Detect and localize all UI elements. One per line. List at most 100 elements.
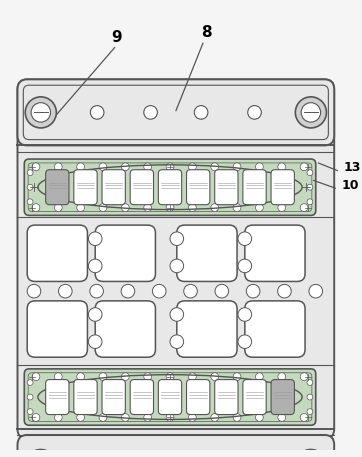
Circle shape	[170, 259, 184, 273]
Circle shape	[152, 284, 166, 298]
Circle shape	[256, 414, 263, 421]
FancyBboxPatch shape	[102, 170, 125, 205]
Circle shape	[90, 284, 104, 298]
Circle shape	[99, 414, 107, 421]
Circle shape	[211, 163, 219, 171]
Circle shape	[27, 380, 33, 385]
Circle shape	[300, 163, 308, 171]
Circle shape	[238, 308, 252, 321]
Text: 9: 9	[111, 30, 122, 45]
Circle shape	[170, 232, 184, 245]
Circle shape	[256, 373, 263, 381]
Circle shape	[99, 204, 107, 212]
Circle shape	[215, 284, 229, 298]
FancyBboxPatch shape	[17, 80, 334, 145]
FancyBboxPatch shape	[102, 380, 125, 414]
FancyBboxPatch shape	[46, 380, 69, 414]
Circle shape	[295, 450, 327, 457]
Circle shape	[88, 232, 102, 245]
Circle shape	[211, 414, 219, 421]
Circle shape	[170, 335, 184, 349]
FancyBboxPatch shape	[271, 170, 294, 205]
Circle shape	[248, 106, 261, 119]
Circle shape	[238, 232, 252, 245]
FancyBboxPatch shape	[17, 435, 334, 457]
Circle shape	[278, 204, 286, 212]
Circle shape	[121, 373, 129, 381]
FancyBboxPatch shape	[28, 163, 312, 212]
Circle shape	[309, 284, 323, 298]
Circle shape	[278, 373, 286, 381]
Circle shape	[166, 373, 174, 381]
Circle shape	[307, 184, 313, 190]
FancyBboxPatch shape	[177, 301, 237, 357]
Circle shape	[189, 204, 196, 212]
Circle shape	[301, 455, 321, 457]
Text: 8: 8	[202, 25, 212, 40]
Circle shape	[32, 414, 40, 421]
Circle shape	[54, 204, 62, 212]
Circle shape	[144, 373, 152, 381]
Circle shape	[233, 373, 241, 381]
FancyBboxPatch shape	[158, 170, 182, 205]
Circle shape	[59, 284, 72, 298]
FancyBboxPatch shape	[95, 225, 155, 282]
Circle shape	[27, 199, 33, 205]
Text: 13: 13	[344, 161, 361, 174]
FancyBboxPatch shape	[74, 380, 97, 414]
Circle shape	[144, 414, 152, 421]
Circle shape	[238, 335, 252, 349]
Circle shape	[233, 414, 241, 421]
Circle shape	[307, 409, 313, 414]
Circle shape	[256, 163, 263, 171]
Circle shape	[32, 204, 40, 212]
Circle shape	[99, 373, 107, 381]
Circle shape	[25, 450, 56, 457]
Circle shape	[77, 204, 84, 212]
Circle shape	[256, 204, 263, 212]
FancyBboxPatch shape	[27, 225, 88, 282]
FancyBboxPatch shape	[215, 170, 238, 205]
FancyBboxPatch shape	[245, 301, 305, 357]
Circle shape	[88, 308, 102, 321]
Circle shape	[307, 394, 313, 400]
FancyBboxPatch shape	[130, 170, 153, 205]
FancyBboxPatch shape	[24, 159, 316, 215]
Circle shape	[246, 284, 260, 298]
Circle shape	[300, 414, 308, 421]
FancyBboxPatch shape	[186, 380, 210, 414]
FancyBboxPatch shape	[158, 380, 182, 414]
Circle shape	[54, 373, 62, 381]
FancyBboxPatch shape	[243, 170, 266, 205]
Circle shape	[211, 373, 219, 381]
Circle shape	[27, 184, 33, 190]
Circle shape	[144, 163, 152, 171]
Circle shape	[166, 204, 174, 212]
FancyBboxPatch shape	[74, 170, 97, 205]
Circle shape	[77, 414, 84, 421]
FancyBboxPatch shape	[186, 170, 210, 205]
Circle shape	[88, 259, 102, 273]
Circle shape	[99, 163, 107, 171]
Circle shape	[144, 204, 152, 212]
Circle shape	[166, 163, 174, 171]
Circle shape	[27, 284, 41, 298]
Circle shape	[121, 414, 129, 421]
Circle shape	[166, 414, 174, 421]
FancyBboxPatch shape	[17, 80, 334, 439]
Circle shape	[54, 414, 62, 421]
Circle shape	[170, 308, 184, 321]
FancyBboxPatch shape	[243, 380, 266, 414]
Circle shape	[27, 409, 33, 414]
Circle shape	[300, 204, 308, 212]
Circle shape	[211, 204, 219, 212]
Circle shape	[77, 373, 84, 381]
Circle shape	[189, 373, 196, 381]
Circle shape	[121, 163, 129, 171]
FancyBboxPatch shape	[27, 301, 88, 357]
FancyBboxPatch shape	[130, 380, 153, 414]
Circle shape	[307, 380, 313, 385]
FancyBboxPatch shape	[28, 373, 312, 421]
Circle shape	[278, 414, 286, 421]
FancyBboxPatch shape	[177, 225, 237, 282]
